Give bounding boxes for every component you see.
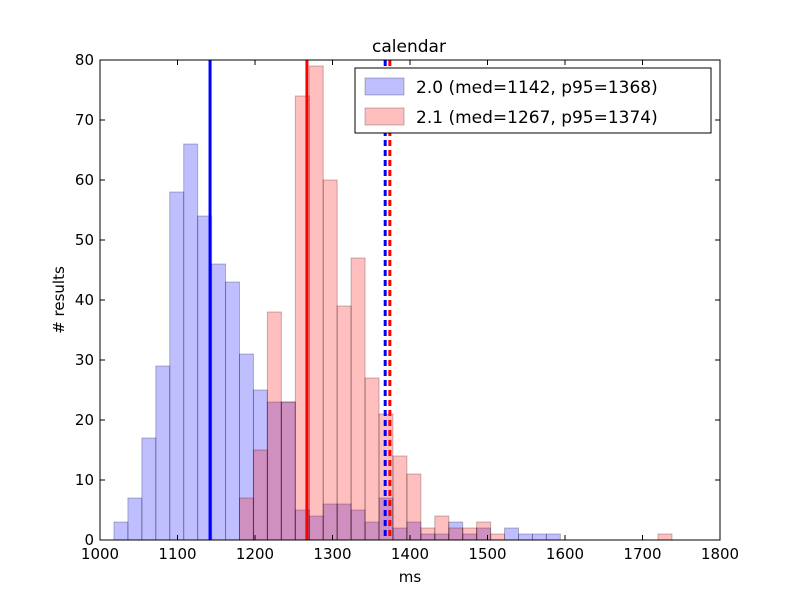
- y-tick-label-1: 10: [75, 471, 94, 489]
- histogram-bar-series-1-bin-14: [434, 515, 450, 541]
- x-tick-label-1: 1100: [158, 545, 196, 563]
- x-tick-label-8: 1800: [701, 545, 739, 563]
- histogram-bar-series-1-bin-0: [239, 497, 254, 541]
- y-axis-label: # results: [50, 266, 68, 334]
- y-tick-label-8: 80: [75, 51, 94, 69]
- y-tick-label-5: 50: [75, 231, 94, 249]
- histogram-bar-series-0-bin-7: [211, 263, 227, 541]
- legend-frame: [354, 67, 712, 134]
- histogram-bar-series-0-bin-0: [113, 521, 129, 541]
- histogram-bar-series-0-bin-2: [141, 437, 157, 541]
- histogram-bar-series-0-bin-28: [518, 533, 533, 541]
- legend-label-2-0: 2.0 (med=1142, p95=1368): [416, 78, 658, 98]
- x-tick-label-5: 1500: [468, 545, 506, 563]
- histogram-bar-series-1-bin-9: [364, 377, 380, 541]
- histogram-bar-series-0-bin-27: [504, 527, 519, 541]
- histogram-bar-series-1-bin-15: [448, 527, 464, 541]
- y-tick-label-2: 20: [75, 411, 94, 429]
- histogram-bar-series-0-bin-5: [183, 143, 199, 541]
- histogram-bar-series-1-bin-8: [350, 257, 366, 541]
- stat-lines-layer: [208, 60, 392, 540]
- chart-title: calendar: [372, 37, 446, 57]
- histogram-bar-series-0-bin-4: [169, 191, 185, 541]
- histogram-bar-series-1-bin-7: [336, 305, 352, 541]
- x-tick-label-6: 1600: [546, 545, 584, 563]
- x-tick-label-2: 1200: [236, 545, 274, 563]
- histogram-bar-series-1-bin-2: [266, 311, 282, 541]
- y-tick-label-3: 30: [75, 351, 94, 369]
- histogram-bar-series-0-bin-3: [155, 365, 171, 541]
- y-tick-label-0: 0: [84, 531, 94, 549]
- y-tick-label-6: 60: [75, 171, 94, 189]
- y-tick-label-4: 40: [75, 291, 94, 309]
- histogram-bar-series-1-bin-6: [322, 179, 338, 541]
- legend-swatch-2-0: [364, 77, 405, 96]
- histogram-bar-series-1-bin-19: [657, 533, 673, 541]
- x-axis-label: ms: [399, 568, 422, 586]
- histogram-bar-series-1-bin-13: [420, 527, 436, 541]
- histogram-bar-series-0-bin-29: [531, 533, 547, 541]
- histogram-bar-series-0-bin-8: [225, 281, 241, 541]
- x-tick-label-7: 1700: [623, 545, 661, 563]
- histogram-bar-series-1-bin-5: [308, 65, 324, 541]
- histogram-bar-series-1-bin-17: [476, 521, 492, 541]
- histogram-bar-series-1-bin-12: [406, 473, 422, 541]
- histogram-bar-series-1-bin-1: [252, 449, 268, 541]
- bars-layer: [113, 65, 673, 541]
- legend-swatch-2-1: [364, 107, 405, 126]
- histogram-bar-series-0-bin-30: [545, 533, 561, 541]
- x-tick-label-3: 1300: [313, 545, 351, 563]
- histogram-bar-series-1-bin-3: [280, 401, 296, 541]
- legend-label-2-1: 2.1 (med=1267, p95=1374): [416, 108, 658, 128]
- histogram-bar-series-1-bin-18: [490, 533, 506, 541]
- legend: 2.0 (med=1142, p95=1368) 2.1 (med=1267, …: [354, 67, 712, 134]
- x-tick-label-4: 1400: [391, 545, 429, 563]
- histogram-bar-series-1-bin-11: [392, 455, 408, 541]
- histogram-bar-series-0-bin-1: [127, 497, 143, 541]
- y-tick-label-7: 70: [75, 111, 94, 129]
- axis-ticks: 1000 1100 1200 1300 1400 1500 1600 1700 1800 0 10 2…: [75, 51, 739, 563]
- histogram-bar-series-1-bin-16: [462, 527, 478, 541]
- x-tick-label-0: 1000: [81, 545, 119, 563]
